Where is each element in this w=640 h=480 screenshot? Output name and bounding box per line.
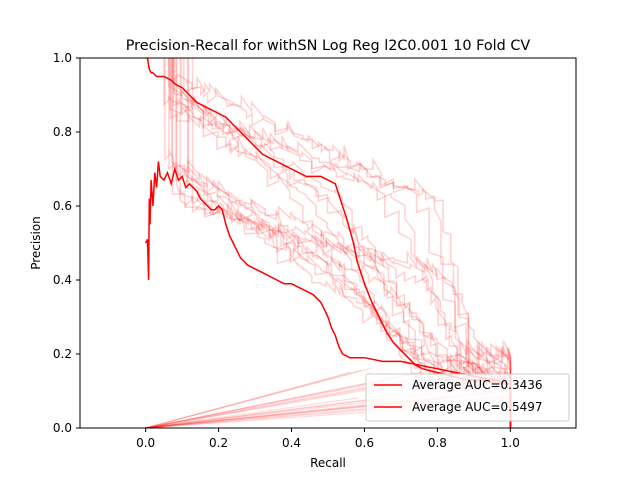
y-tick-label: 0.6 [53, 199, 72, 213]
series-lines [144, 58, 512, 428]
legend-box [365, 373, 570, 422]
y-axis-title: Precision [29, 216, 43, 270]
y-tick-label: 0.2 [53, 347, 72, 361]
fold-curve [171, 58, 512, 428]
fold-curve [163, 58, 512, 428]
chart-title: Precision-Recall for withSN Log Reg l2C0… [126, 38, 531, 54]
fold-curve [183, 58, 512, 428]
fold-baseline [145, 367, 372, 428]
y-axis: 0.0 0.2 0.4 0.6 0.8 1.0 [53, 51, 80, 435]
fold-curve [170, 58, 512, 428]
fold-curve [172, 58, 512, 428]
legend: Average AUC=0.3436 Average AUC=0.5497 [365, 373, 570, 422]
x-tick-label: 0.4 [282, 436, 301, 450]
fold-baseline [145, 373, 410, 428]
plot-frame [79, 57, 577, 429]
fold-baseline [145, 379, 392, 428]
fold-curve [179, 58, 512, 428]
fold-curve [175, 58, 512, 428]
fold-curve [169, 58, 512, 428]
fold-baseline [145, 397, 382, 428]
x-tick-label: 0.8 [428, 436, 447, 450]
fold-curve [191, 58, 512, 428]
x-tick-label: 1.0 [501, 436, 520, 450]
y-tick-label: 0.4 [53, 273, 72, 287]
fold-curve [175, 58, 512, 428]
x-axis-title: Recall [310, 456, 346, 470]
fold-baseline [145, 397, 359, 428]
legend-label-series-1: Average AUC=0.3436 [412, 378, 543, 392]
fold-curve [167, 58, 512, 428]
x-tick-label: 0.0 [136, 436, 155, 450]
fold-curve [169, 58, 512, 428]
x-axis: 0.0 0.2 0.4 0.6 0.8 1.0 [136, 428, 520, 450]
x-tick-label: 0.2 [209, 436, 228, 450]
fold-baseline [145, 369, 363, 428]
legend-label-series-2: Average AUC=0.5497 [412, 400, 543, 414]
fold-curve [171, 58, 512, 428]
y-tick-label: 0.8 [53, 125, 72, 139]
series-line-1 [144, 161, 512, 428]
fold-baseline [145, 371, 352, 428]
x-tick-label: 0.6 [355, 436, 374, 450]
fold-curve [187, 58, 512, 428]
y-tick-label: 1.0 [53, 51, 72, 65]
series-line-2 [145, 58, 512, 428]
y-tick-label: 0.0 [53, 421, 72, 435]
